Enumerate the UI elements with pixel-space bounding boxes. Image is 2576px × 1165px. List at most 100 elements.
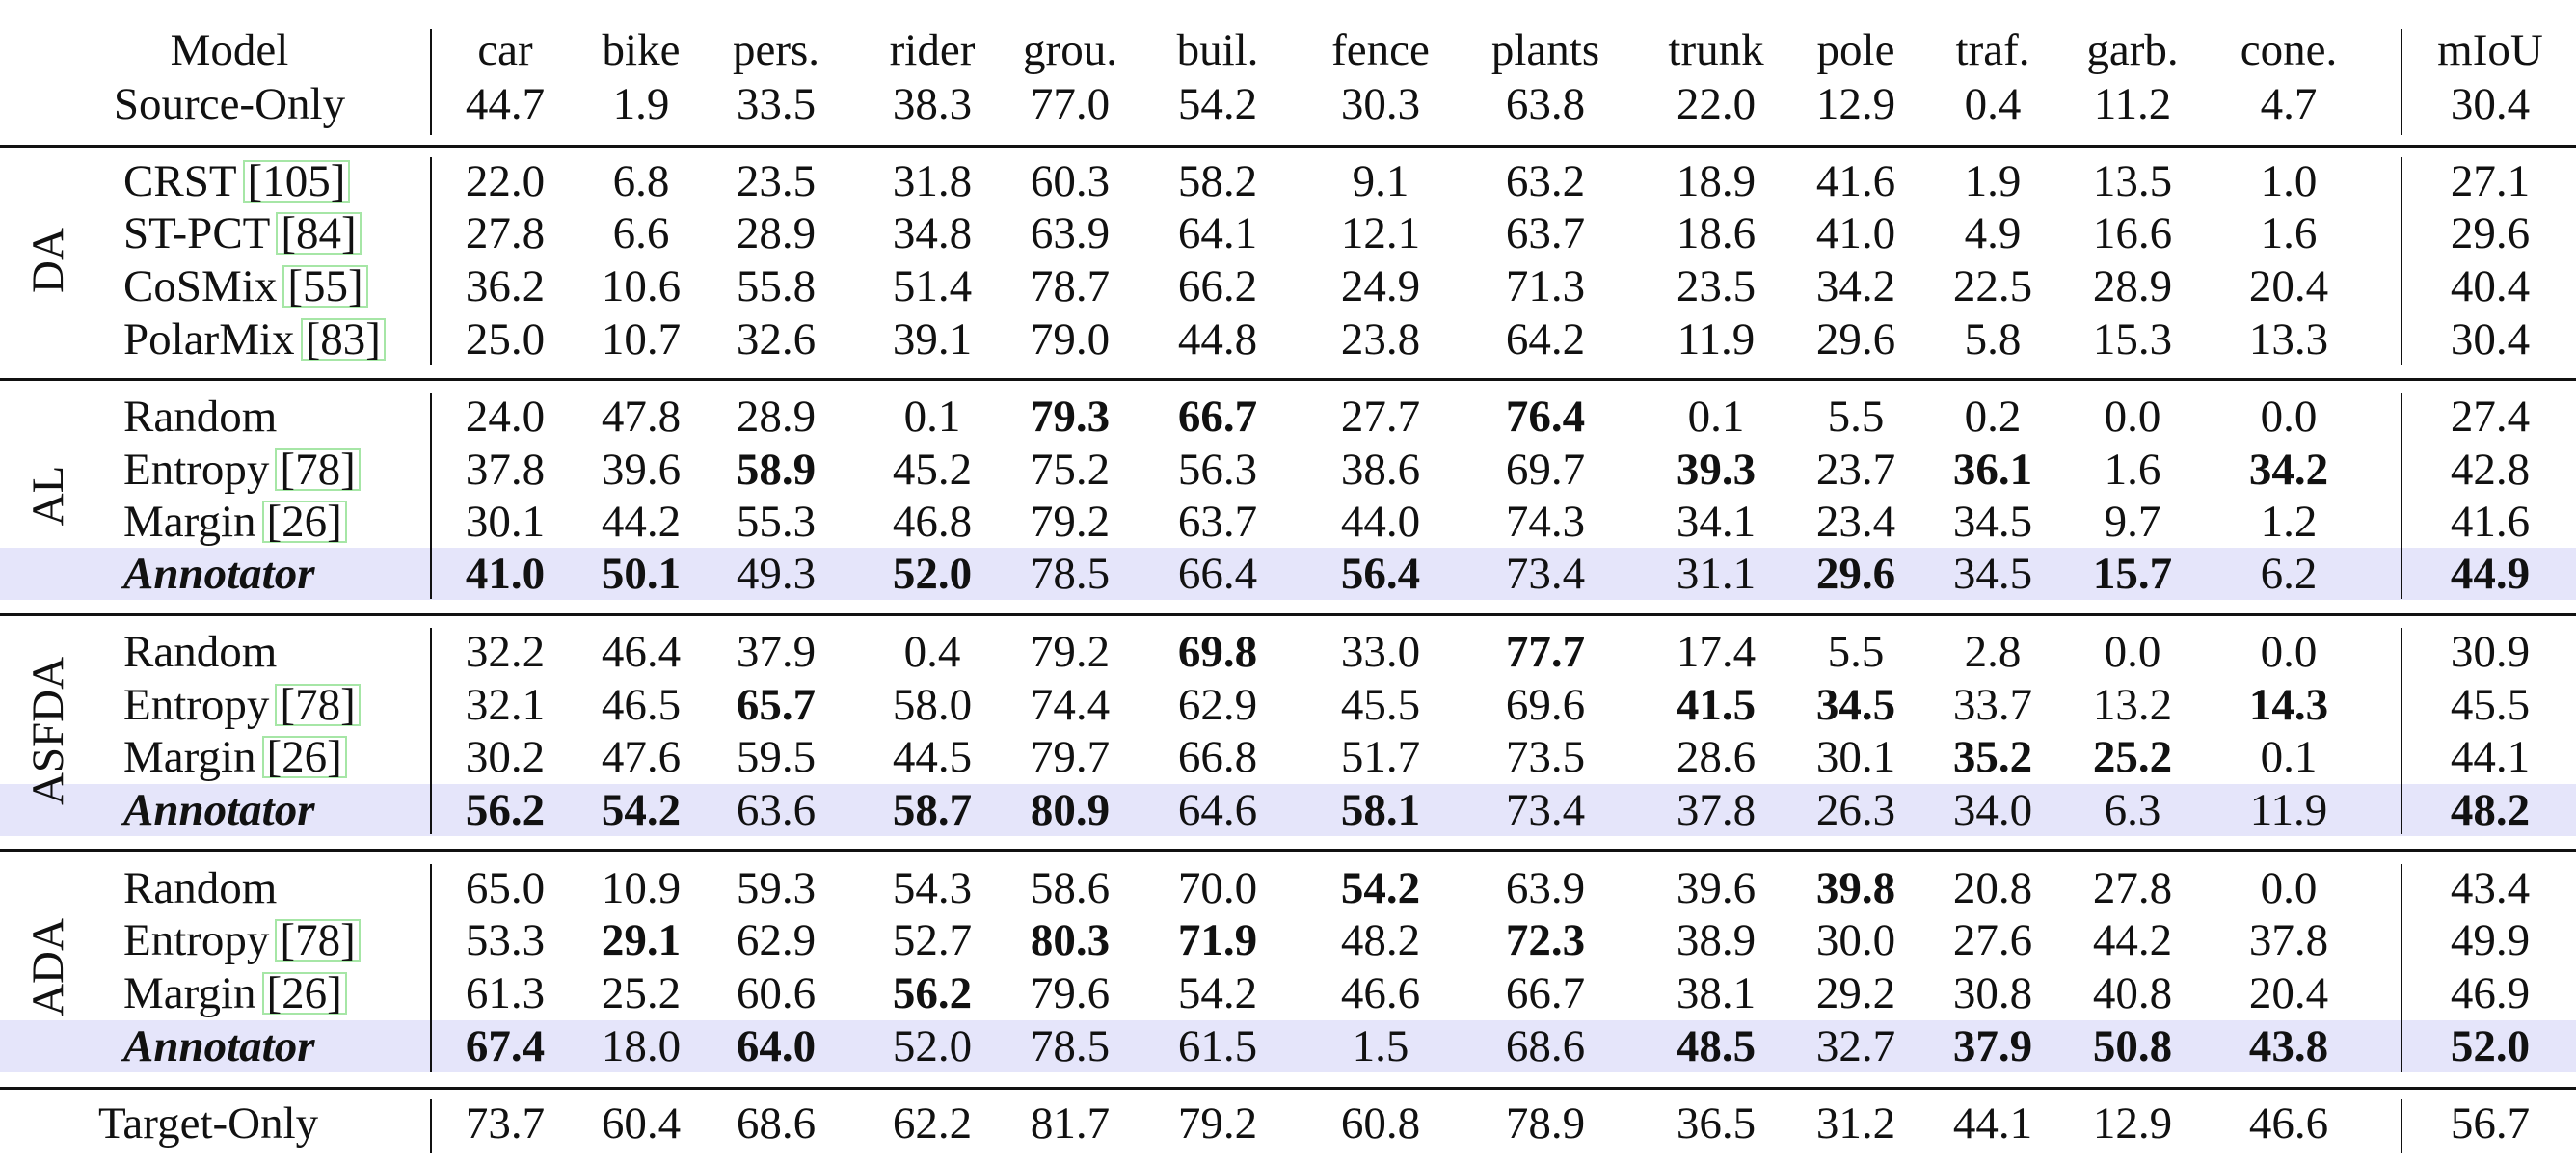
column-header: grou.	[1023, 25, 1117, 75]
method-name: ST-PCT	[123, 208, 271, 258]
table-cell: 20.4	[2248, 968, 2329, 1018]
table-cell: 29.2	[1815, 968, 1896, 1018]
table-cell: 32.7	[1815, 1021, 1896, 1071]
table-cell: 41.0	[465, 549, 546, 599]
table-row: Entropy [78] 32.1 46.5 65.7 58.0 74.4 62.9 45.5 6…	[0, 679, 2576, 731]
table-cell: 39.6	[1676, 863, 1757, 913]
table-cell: 22.5	[1952, 261, 2033, 312]
table-cell: 36.1	[1952, 445, 2033, 495]
table-cell: 48.2	[2450, 785, 2531, 835]
citation-link[interactable]: [105]	[242, 159, 351, 204]
vertical-rule	[430, 29, 432, 135]
table-row: Margin [26] 61.3 25.2 60.6 56.2 79.6 54.2 46.6 66…	[0, 967, 2576, 1019]
table-row: Entropy [78] 37.8 39.6 58.9 45.2 75.2 56.3 38.6 6…	[0, 444, 2576, 496]
vertical-rule	[430, 393, 432, 599]
table-cell: 0.0	[2104, 627, 2161, 677]
table-row: Random 32.2 46.4 37.9 0.4 79.2 69.8 33.0 77.7 17.…	[0, 626, 2576, 678]
table-cell: 23.5	[736, 156, 817, 206]
row-label: Random	[123, 862, 277, 914]
table-cell: 46.9	[2450, 968, 2531, 1018]
row-label: Source-Only	[113, 79, 346, 129]
table-cell: 2.8	[1964, 627, 2022, 677]
table-row: Random 24.0 47.8 28.9 0.1 79.3 66.7 27.7 76.4 0.1…	[0, 391, 2576, 443]
column-header: Model	[170, 25, 289, 75]
table-cell: 56.2	[892, 968, 973, 1018]
table-cell: 5.8	[1964, 314, 2022, 365]
table-cell: 33.5	[736, 79, 817, 129]
method-name: Margin	[123, 497, 256, 547]
citation-link[interactable]: [26]	[261, 500, 347, 545]
table-cell: 34.8	[892, 208, 973, 258]
table-cell: 49.3	[736, 549, 817, 599]
method-name: Annotator	[123, 785, 315, 835]
table-cell: 46.6	[1340, 968, 1421, 1018]
table-cell: 24.9	[1340, 261, 1421, 312]
table-cell: 12.9	[1815, 79, 1896, 129]
table-cell: 56.7	[2450, 1098, 2531, 1149]
table-cell: 30.8	[1952, 968, 2033, 1018]
table-cell: 44.1	[2450, 732, 2531, 782]
table-cell: 63.7	[1177, 497, 1258, 547]
row-label: CoSMix [55]	[123, 260, 368, 312]
table-cell: 63.2	[1505, 156, 1586, 206]
citation-link[interactable]: [83]	[300, 317, 386, 363]
table-cell: 54.2	[1177, 968, 1258, 1018]
citation-link[interactable]: [78]	[275, 683, 361, 728]
table-cell: 38.1	[1676, 968, 1757, 1018]
table-row: ST-PCT [84] 27.8 6.6 28.9 34.8 63.9 64.1 12.1 63.…	[0, 207, 2576, 259]
citation-link[interactable]: [26]	[261, 971, 347, 1016]
table-cell: 16.6	[2092, 208, 2173, 258]
citation-link[interactable]: [78]	[275, 447, 361, 493]
table-cell: 66.4	[1177, 549, 1258, 599]
citation-link[interactable]: [84]	[276, 211, 362, 257]
table-cell: 34.2	[1815, 261, 1896, 312]
table-row: Entropy [78] 53.3 29.1 62.9 52.7 80.3 71.9 48.2 7…	[0, 914, 2576, 966]
vertical-rule	[430, 157, 432, 365]
citation-link[interactable]: [26]	[261, 735, 347, 780]
table-cell: 30.9	[2450, 627, 2531, 677]
table-cell: 80.9	[1030, 785, 1111, 835]
table-cell: 0.1	[1687, 392, 1745, 442]
table-cell: 79.2	[1030, 627, 1111, 677]
method-name: Entropy	[123, 445, 270, 495]
table-cell: 11.9	[1677, 314, 1756, 365]
table-cell: 41.6	[1815, 156, 1896, 206]
table-cell: 52.0	[2450, 1021, 2531, 1071]
table-cell: 73.5	[1505, 732, 1586, 782]
horizontal-rule	[0, 613, 2576, 616]
table-cell: 15.3	[2092, 314, 2173, 365]
table-cell: 1.9	[1964, 156, 2022, 206]
table-cell: 62.9	[736, 915, 817, 965]
table-cell: 45.5	[2450, 680, 2531, 730]
row-label: Annotator	[123, 1020, 315, 1072]
column-header: plants	[1490, 25, 1600, 75]
row-label: Entropy [78]	[123, 444, 361, 496]
table-cell: 0.0	[2260, 627, 2318, 677]
table-cell: 6.8	[612, 156, 670, 206]
table-cell: 56.4	[1340, 549, 1421, 599]
table-cell: 79.3	[1030, 392, 1111, 442]
table-cell: 48.5	[1676, 1021, 1757, 1071]
table-cell: 44.9	[2450, 549, 2531, 599]
table-cell: 23.5	[1676, 261, 1757, 312]
table-cell: 78.7	[1030, 261, 1111, 312]
table-cell: 56.3	[1177, 445, 1258, 495]
table-cell: 23.7	[1815, 445, 1896, 495]
table-cell: 58.0	[892, 680, 973, 730]
table-cell: 43.4	[2450, 863, 2531, 913]
citation-link[interactable]: [78]	[275, 918, 361, 963]
method-name: PolarMix	[123, 314, 295, 365]
method-name: Margin	[123, 732, 256, 782]
table-row: Annotator 67.4 18.0 64.0 52.0 78.5 61.5 1.5 68.6…	[0, 1020, 2576, 1072]
table-cell: 63.8	[1505, 79, 1586, 129]
citation-link[interactable]: [55]	[282, 264, 368, 310]
table-cell: 60.4	[601, 1098, 682, 1149]
table-cell: 1.0	[2260, 156, 2318, 206]
table-cell: 11.9	[2249, 785, 2328, 835]
method-name: Annotator	[123, 549, 315, 599]
table-cell: 34.1	[1676, 497, 1757, 547]
table-cell: 58.7	[892, 785, 973, 835]
table-cell: 44.5	[892, 732, 973, 782]
group-label: ADA	[23, 918, 73, 1016]
group-label: AL	[23, 465, 73, 526]
